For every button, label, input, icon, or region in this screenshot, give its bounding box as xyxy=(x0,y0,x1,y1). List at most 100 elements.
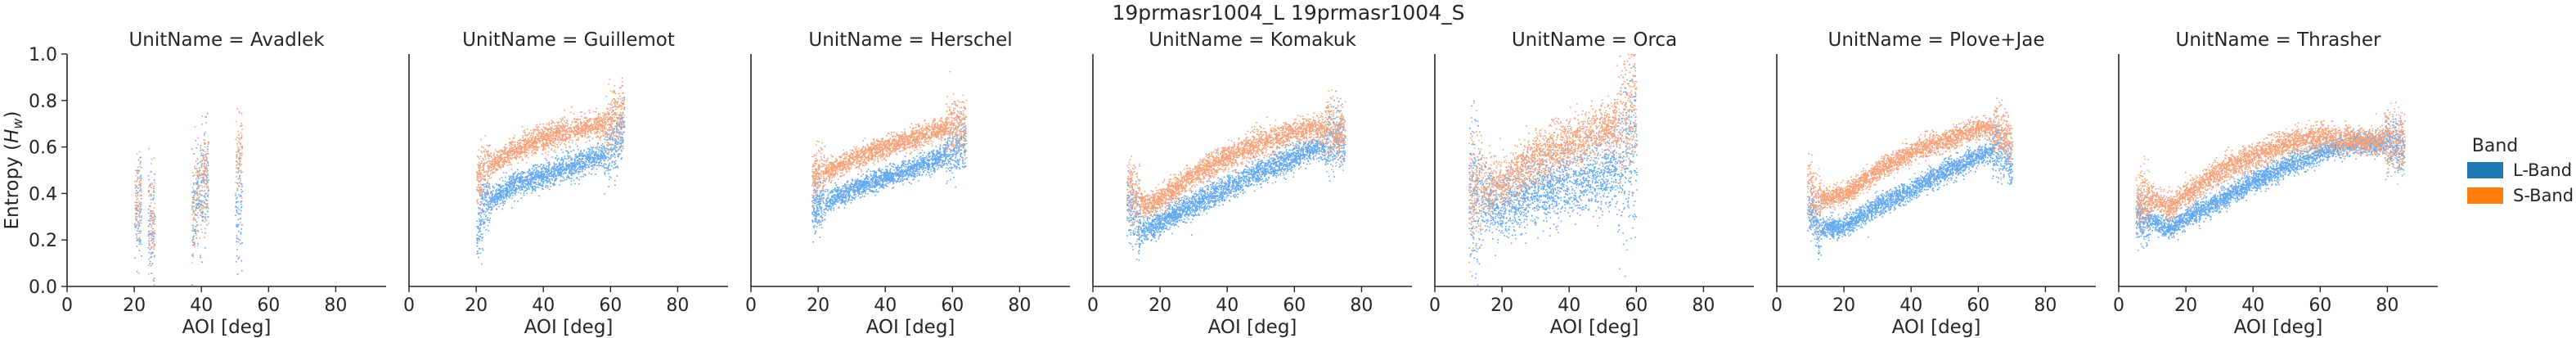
data-point xyxy=(556,167,559,169)
data-point xyxy=(579,164,581,166)
data-point xyxy=(604,156,606,158)
data-point xyxy=(612,138,614,141)
data-point xyxy=(591,118,593,120)
data-point xyxy=(546,180,549,183)
data-point xyxy=(519,155,521,158)
data-point xyxy=(588,151,591,153)
data-point xyxy=(152,210,155,213)
data-point xyxy=(486,186,488,187)
data-point xyxy=(527,170,529,173)
data-point xyxy=(193,183,195,186)
data-point xyxy=(564,120,565,123)
data-point xyxy=(542,146,544,148)
data-point xyxy=(519,142,521,144)
data-point xyxy=(506,188,508,191)
data-point xyxy=(491,196,493,197)
data-point xyxy=(609,137,611,139)
data-point xyxy=(496,204,497,205)
data-point xyxy=(479,214,482,216)
data-point xyxy=(194,192,196,195)
data-point xyxy=(614,125,616,128)
data-point xyxy=(622,92,623,94)
data-point xyxy=(614,105,616,106)
data-point xyxy=(235,206,237,208)
data-point xyxy=(542,123,544,125)
data-point xyxy=(486,161,488,164)
data-point xyxy=(503,196,505,198)
data-point xyxy=(493,198,496,200)
data-point xyxy=(516,154,518,155)
data-point xyxy=(140,160,142,163)
data-point xyxy=(827,195,829,197)
data-point xyxy=(601,119,603,121)
data-point xyxy=(202,181,204,183)
data-point xyxy=(571,131,573,133)
data-point xyxy=(616,117,618,119)
data-point xyxy=(562,119,564,120)
data-point xyxy=(571,170,573,172)
data-point xyxy=(139,187,141,188)
scatter-points xyxy=(476,77,626,265)
data-point xyxy=(495,169,497,172)
data-point xyxy=(536,174,538,177)
data-point xyxy=(201,159,204,161)
data-point xyxy=(607,166,609,169)
data-point xyxy=(520,178,523,179)
data-point xyxy=(482,210,484,212)
data-point xyxy=(193,219,196,220)
data-point xyxy=(567,151,569,152)
data-point xyxy=(511,141,514,143)
data-point xyxy=(616,141,618,143)
data-point xyxy=(580,176,582,178)
data-point xyxy=(548,128,551,130)
data-point xyxy=(529,172,532,174)
data-point xyxy=(191,148,193,150)
data-point xyxy=(197,243,199,245)
data-point xyxy=(151,256,152,258)
data-point xyxy=(527,183,528,185)
data-point xyxy=(590,155,591,157)
data-point xyxy=(505,194,506,196)
data-point xyxy=(199,205,201,207)
data-point xyxy=(136,246,138,247)
data-point xyxy=(236,176,237,178)
data-point xyxy=(485,151,488,152)
data-point xyxy=(603,119,605,121)
data-point xyxy=(140,156,142,158)
data-point xyxy=(602,112,604,114)
data-point xyxy=(550,126,551,128)
data-point xyxy=(585,160,587,162)
data-point xyxy=(147,212,150,214)
data-point xyxy=(546,185,549,187)
data-point xyxy=(535,149,537,151)
data-point xyxy=(509,150,511,151)
data-point xyxy=(537,187,540,188)
data-point xyxy=(963,137,965,140)
data-point xyxy=(576,169,578,171)
data-point xyxy=(504,153,506,155)
data-point xyxy=(536,124,537,126)
data-point xyxy=(479,252,482,255)
data-point xyxy=(609,143,611,146)
data-point xyxy=(551,137,553,139)
data-point xyxy=(490,163,492,164)
data-point xyxy=(533,169,535,172)
data-point xyxy=(509,183,511,185)
data-point xyxy=(582,135,583,137)
data-point xyxy=(542,181,545,183)
data-point xyxy=(201,232,203,233)
data-point xyxy=(153,284,155,286)
data-point xyxy=(506,155,508,156)
data-point xyxy=(528,179,531,181)
data-point xyxy=(240,143,241,145)
data-point xyxy=(509,189,511,191)
data-point xyxy=(537,183,540,185)
data-point xyxy=(488,165,491,168)
data-point xyxy=(528,149,530,151)
data-point xyxy=(537,174,540,176)
data-point xyxy=(540,175,542,178)
data-point xyxy=(620,125,623,128)
data-point xyxy=(138,170,140,173)
data-point xyxy=(140,166,142,169)
data-point xyxy=(494,164,496,166)
